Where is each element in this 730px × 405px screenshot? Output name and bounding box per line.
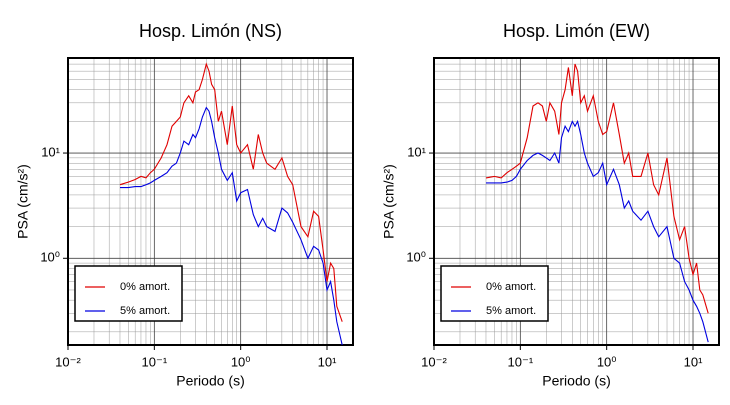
y-tick-label: 10⁰ [40,250,60,265]
y-tick-label: 10¹ [407,144,426,159]
legend-label: 0% amort. [486,281,536,293]
chart-title: Hosp. Limón (NS) [139,21,282,41]
chart: 10⁻² 10⁻¹ 10⁰ 10¹ 10⁰ 10¹ Hosp. Limón (EW) Peri… [381,21,720,389]
x-tick-label: 10¹ [318,354,337,369]
series-line [120,106,343,346]
x-tick-label: 10⁻² [421,354,447,369]
series-line [485,63,709,314]
y-tick-label: 10⁰ [406,250,426,265]
x-tick-label: 10⁻¹ [142,354,168,369]
x-axis-label: Periodo (s) [542,373,610,389]
x-tick-label: 10⁻² [55,354,81,369]
legend-label: 5% amort. [486,305,536,317]
legend-label: 5% amort. [120,305,170,317]
x-tick-label: 10⁰ [597,354,617,369]
y-tick-label: 10¹ [41,144,60,159]
x-tick-label: 10¹ [684,354,703,369]
chart-title: Hosp. Limón (EW) [503,21,650,41]
legend-box [440,265,549,322]
chart: 10⁻² 10⁻¹ 10⁰ 10¹ 10⁰ 10¹ Hosp. Limón (NS) Peri… [15,21,354,389]
legend-box [74,265,183,322]
y-axis-label: PSA (cm/s²) [15,164,31,239]
x-axis-label: Periodo (s) [176,373,244,389]
x-tick-label: 10⁰ [231,354,251,369]
plot-frame [433,57,720,346]
legend-label: 0% amort. [120,281,170,293]
y-axis-label: PSA (cm/s²) [381,164,397,239]
x-tick-label: 10⁻¹ [508,354,534,369]
series-line [119,62,343,322]
plot-frame [67,57,354,346]
series-line [486,119,709,343]
